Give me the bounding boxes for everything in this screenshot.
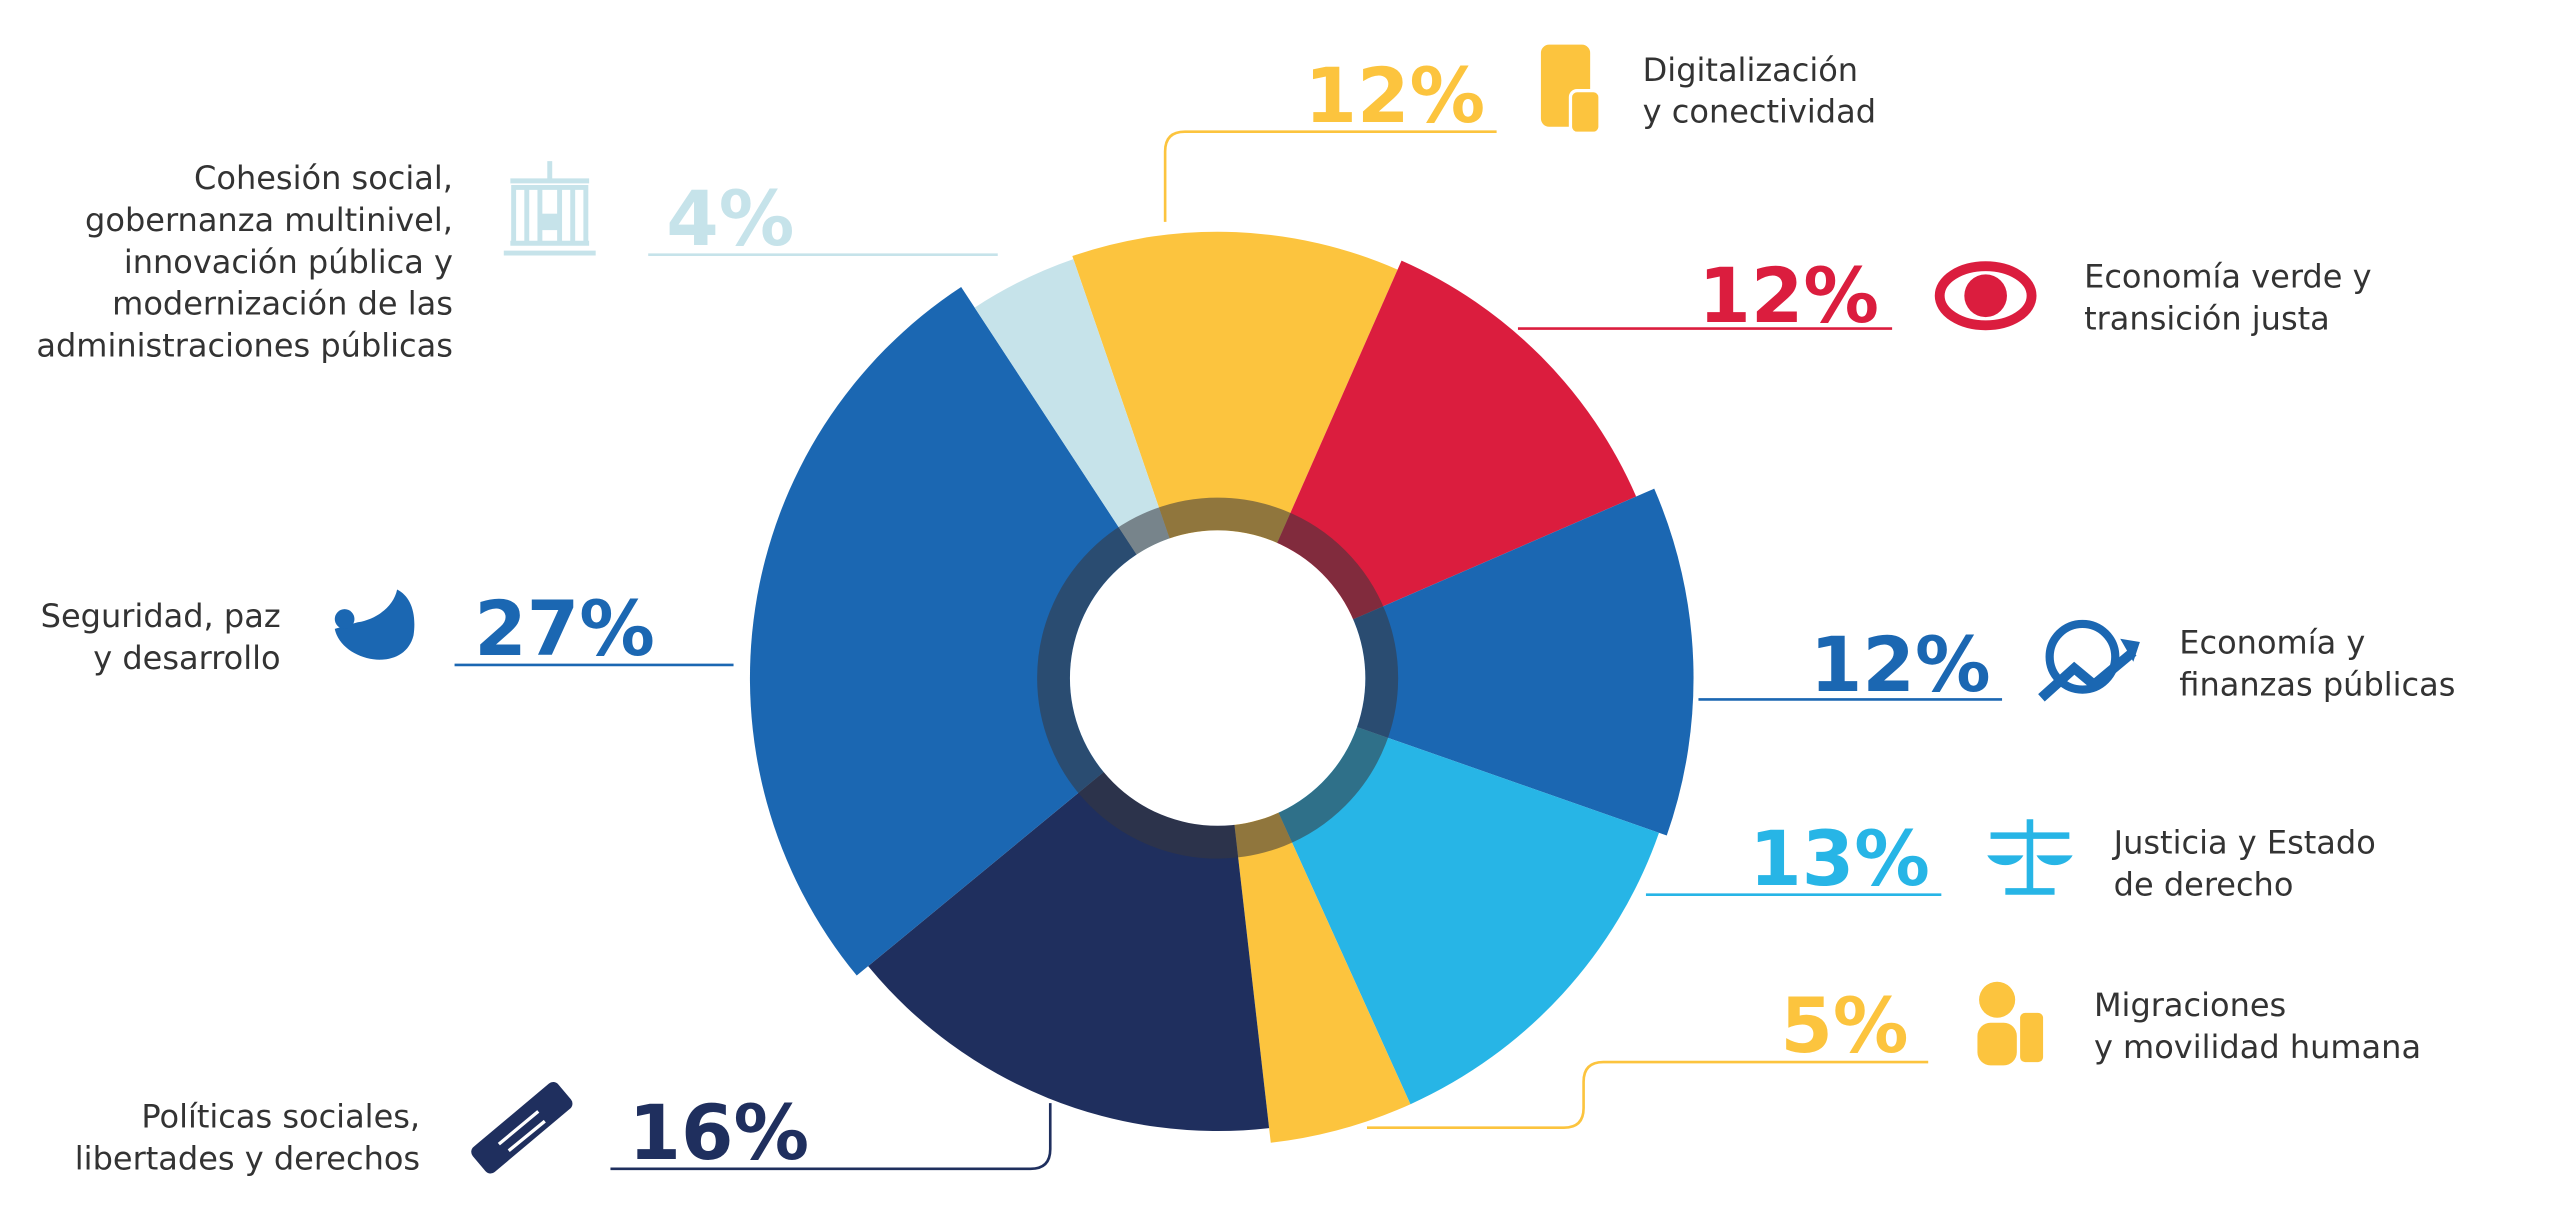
category-label: y desarrollo (93, 639, 280, 677)
category-label: Migraciones (2094, 986, 2286, 1024)
value-label: 27% (474, 585, 655, 673)
category-label: Seguridad, paz (41, 597, 281, 635)
category-label: Economía verde y (2084, 258, 2371, 296)
icon (1987, 819, 2073, 895)
icon-part (503, 161, 596, 256)
icon-part (471, 1081, 573, 1174)
category-label: libertades y derechos (75, 1140, 420, 1178)
icon-part (497, 1110, 546, 1152)
leader-line (1163, 130, 1497, 222)
category-label: administraciones públicas (36, 326, 453, 364)
icon (334, 589, 415, 660)
value-label: 12% (1698, 252, 1879, 340)
category-label: Políticas sociales, (141, 1098, 420, 1136)
icon (1540, 44, 1602, 135)
icon-part (1568, 88, 1602, 135)
icon-part (2020, 1012, 2044, 1063)
hole-ring (1037, 497, 1399, 859)
hole (1069, 530, 1366, 826)
icon (2038, 619, 2140, 702)
category-label: transición justa (2084, 299, 2330, 337)
category-label: Justicia y Estado (2112, 824, 2376, 862)
icon (1934, 261, 2037, 331)
icon-part (1964, 274, 2007, 318)
slice (1072, 231, 1398, 679)
slice (749, 287, 1218, 976)
leader-line (1366, 1060, 1929, 1130)
icon-part (1977, 1022, 2017, 1066)
icon-part (2038, 648, 2137, 702)
value-label: 12% (1304, 52, 1485, 140)
icon-part (334, 589, 415, 660)
icon (471, 1081, 573, 1174)
icon-part (1987, 855, 2073, 866)
icon-part (1979, 981, 2016, 1018)
value-label: 5% (1780, 982, 1908, 1070)
category-label: finanzas públicas (2179, 665, 2455, 703)
value-label: 4% (666, 175, 794, 263)
category-label: Cohesión social, (194, 159, 453, 197)
value-label: 12% (1810, 621, 1991, 709)
icon (1977, 981, 2044, 1066)
icon-part (1990, 819, 2070, 895)
icon-part (2120, 638, 2140, 662)
icon-part (1934, 261, 2037, 331)
category-label: y conectividad (1643, 93, 1876, 131)
value-label: 16% (629, 1089, 810, 1177)
category-label: gobernanza multinivel, (85, 201, 453, 239)
leader-line (610, 1103, 1052, 1171)
category-label: modernización de las (112, 285, 453, 323)
icon (503, 161, 596, 256)
icon-part (541, 213, 558, 231)
value-label: 13% (1749, 815, 1930, 903)
category-label: innovación pública y (124, 243, 453, 281)
category-label: Digitalización (1643, 51, 1858, 89)
category-label: de derecho (2114, 866, 2294, 904)
slice (1217, 488, 1694, 836)
icon-part (2045, 619, 2120, 694)
icon-part (334, 609, 355, 629)
category-label: Economía y (2179, 623, 2365, 661)
category-label: y movilidad humana (2094, 1028, 2421, 1066)
